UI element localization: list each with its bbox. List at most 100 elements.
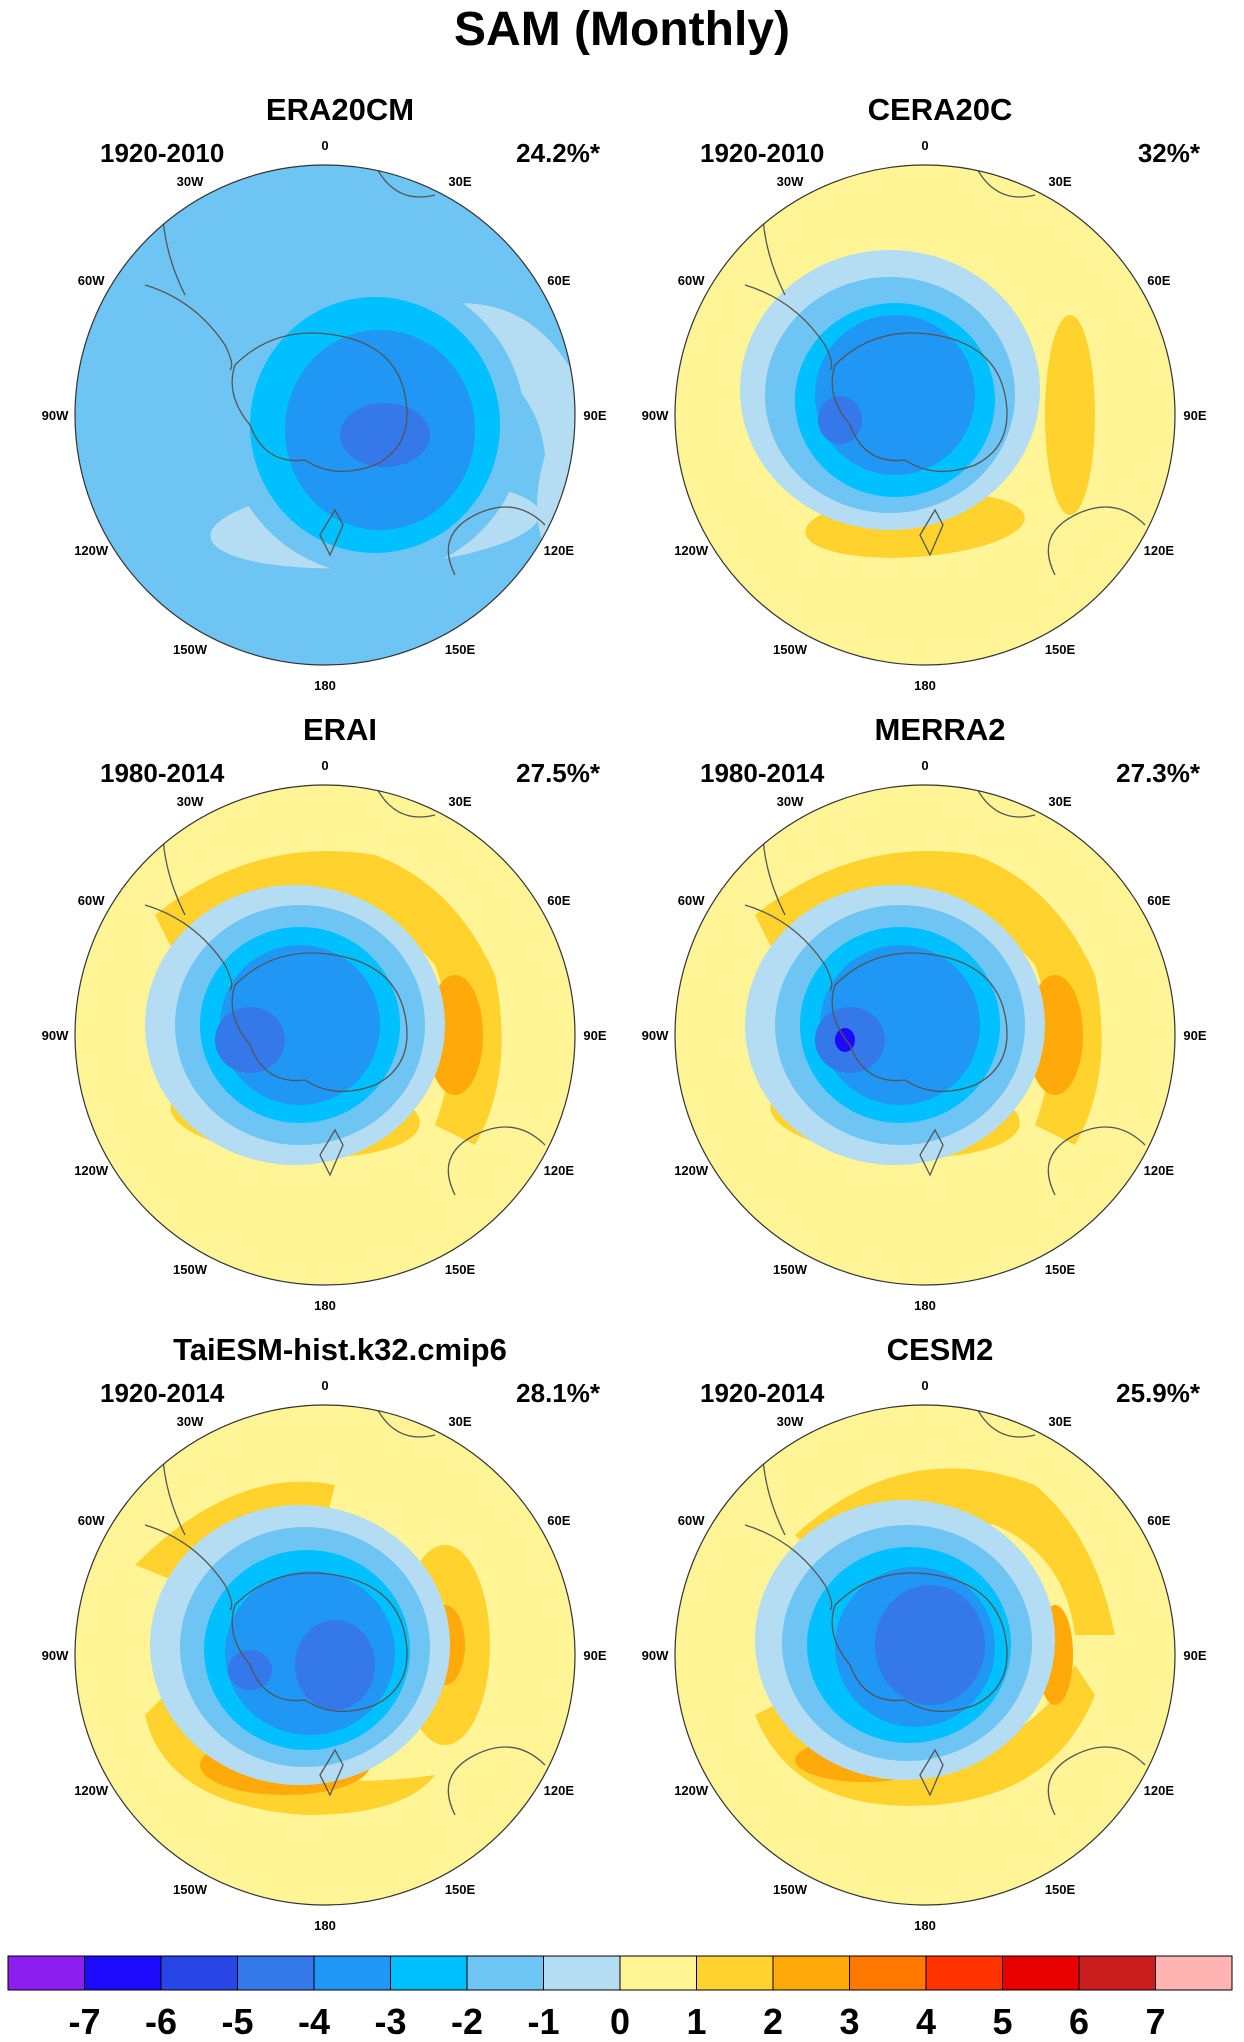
longitude-label: 0 [321,758,328,773]
colorbar-swatch [696,1955,774,1991]
colorbar-swatch [772,1955,850,1991]
map-panel: 0 30E 60E 90E 120E 150E 180 150W 120W 90W 60W 30W CE… [640,90,1240,710]
longitude-label: 90E [1183,1028,1206,1043]
longitude-label: 120E [544,1783,575,1798]
longitude-label: 90E [583,1028,606,1043]
longitude-label: 30W [777,794,804,809]
longitude-label: 30W [177,1414,204,1429]
contour-region [215,1007,285,1073]
panel-period: 1980-2014 [700,758,825,788]
colorbar-label: 3 [839,2001,859,2042]
coastline [144,165,546,576]
panel-period: 1920-2014 [100,1378,225,1408]
colorbar-label: -4 [298,2001,330,2042]
longitude-label: 120E [1144,543,1175,558]
map-panel: 0 30E 60E 90E 120E 150E 180 150W 120W 90W 60W 30W Ta… [40,1330,640,1950]
longitude-label: 60W [678,893,705,908]
longitude-label: 150E [1045,1882,1076,1897]
panel-title: CERA20C [867,92,1013,127]
longitude-label: 30W [777,174,804,189]
panel-variance: 28.1%* [516,1378,600,1408]
contour-region [755,851,1102,1145]
panel-variance: 25.9%* [1116,1378,1200,1408]
longitude-label: 60E [1147,1513,1170,1528]
longitude-label: 150E [1045,642,1076,657]
longitude-label: 30E [448,174,471,189]
longitude-label: 60E [1147,273,1170,288]
panel-period: 1920-2014 [700,1378,825,1408]
longitude-label: 90E [583,1648,606,1663]
longitude-label: 60W [678,1513,705,1528]
longitude-label: 90W [42,408,69,423]
longitude-label: 150W [173,642,208,657]
longitude-label: 180 [314,1918,336,1933]
map-panel: 0 30E 60E 90E 120E 150E 180 150W 120W 90W 60W 30W ME… [640,710,1240,1330]
colorbar-swatch [313,1955,391,1991]
panel-variance: 27.5%* [516,758,600,788]
contour-region [1045,315,1095,515]
longitude-label: 150W [773,1262,808,1277]
longitude-label: 120E [544,543,575,558]
map-panel: 0 30E 60E 90E 120E 150E 180 150W 120W 90W 60W 30W CE… [640,1330,1240,1950]
polar-map: 0 30E 60E 90E 120E 150E 180 150W 120W 90W 60W 30W [42,1378,607,1933]
colorbar-swatch [466,1955,544,1991]
colorbar-swatch [390,1955,468,1991]
contour-region [818,396,862,444]
colorbar-swatch [543,1955,621,1991]
figure-title: SAM (Monthly) [454,3,790,56]
panel-period: 1920-2010 [700,138,825,168]
map-panel: 0 30E 60E 90E 120E 150E 180 150W 120W 90W 60W 30W ER… [40,710,640,1330]
colorbar-label: -6 [145,2001,177,2042]
colorbar-swatch [619,1955,697,1991]
panel-variance: 32%* [1137,138,1200,168]
contour-region [155,1315,275,1330]
panel-variance: 27.3%* [1116,758,1200,788]
longitude-label: 90E [1183,408,1206,423]
panel-title: CESM2 [886,1332,994,1367]
colorbar-swatch [1002,1955,1080,1991]
longitude-label: 90E [1183,1648,1206,1663]
longitude-label: 120W [674,543,709,558]
longitude-label: 120W [74,1783,109,1798]
colorbar-label: 2 [763,2001,783,2042]
colorbar-swatch [1155,1955,1233,1991]
colorbar-label: 0 [610,2001,630,2042]
map-panel: 0 30E 60E 90E 120E 150E 180 150W 120W 90W 60W 30W ER… [40,90,640,710]
panel-title: MERRA2 [874,712,1006,747]
polar-map: 0 30E 60E 90E 120E 150E 180 150W 120W 90W 60W 30W [642,758,1207,1313]
longitude-label: 120W [74,1163,109,1178]
longitude-label: 90W [642,1648,669,1663]
polar-map: 0 30E 60E 90E 120E 150E 180 150W 120W 90W 60W 30W [42,758,607,1330]
longitude-label: 30W [777,1414,804,1429]
colorbar-swatch [84,1955,162,1991]
colorbar-label: -5 [221,2001,253,2042]
panel-period: 1920-2010 [100,138,225,168]
longitude-label: 150W [173,1882,208,1897]
longitude-label: 30E [1048,1414,1071,1429]
longitude-label: 180 [914,1298,936,1313]
longitude-label: 150E [1045,1262,1076,1277]
colorbar-label: 5 [992,2001,1012,2042]
panel-variance: 24.2%* [516,138,600,168]
contour-region [395,303,575,565]
polar-map: 0 30E 60E 90E 120E 150E 180 150W 120W 90W 60W 30W [642,1378,1207,1933]
longitude-label: 180 [314,678,336,693]
longitude-label: 60W [78,1513,105,1528]
longitude-label: 120W [674,1163,709,1178]
longitude-label: 30E [448,1414,471,1429]
polar-map: 0 30E 60E 90E 120E 150E 180 150W 120W 90W 60W 30W [42,138,607,693]
coastline [144,785,546,1196]
longitude-label: 180 [314,1298,336,1313]
longitude-label: 90E [583,408,606,423]
colorbar-label: -3 [374,2001,406,2042]
longitude-label: 30E [1048,174,1071,189]
longitude-label: 60E [547,1513,570,1528]
contour-region [155,851,502,1145]
longitude-label: 150E [445,1262,476,1277]
longitude-label: 60W [78,273,105,288]
colorbar-label: 4 [916,2001,936,2042]
longitude-label: 90W [42,1028,69,1043]
colorbar-swatch [237,1955,315,1991]
longitude-label: 60E [547,273,570,288]
colorbar-label: -2 [451,2001,483,2042]
